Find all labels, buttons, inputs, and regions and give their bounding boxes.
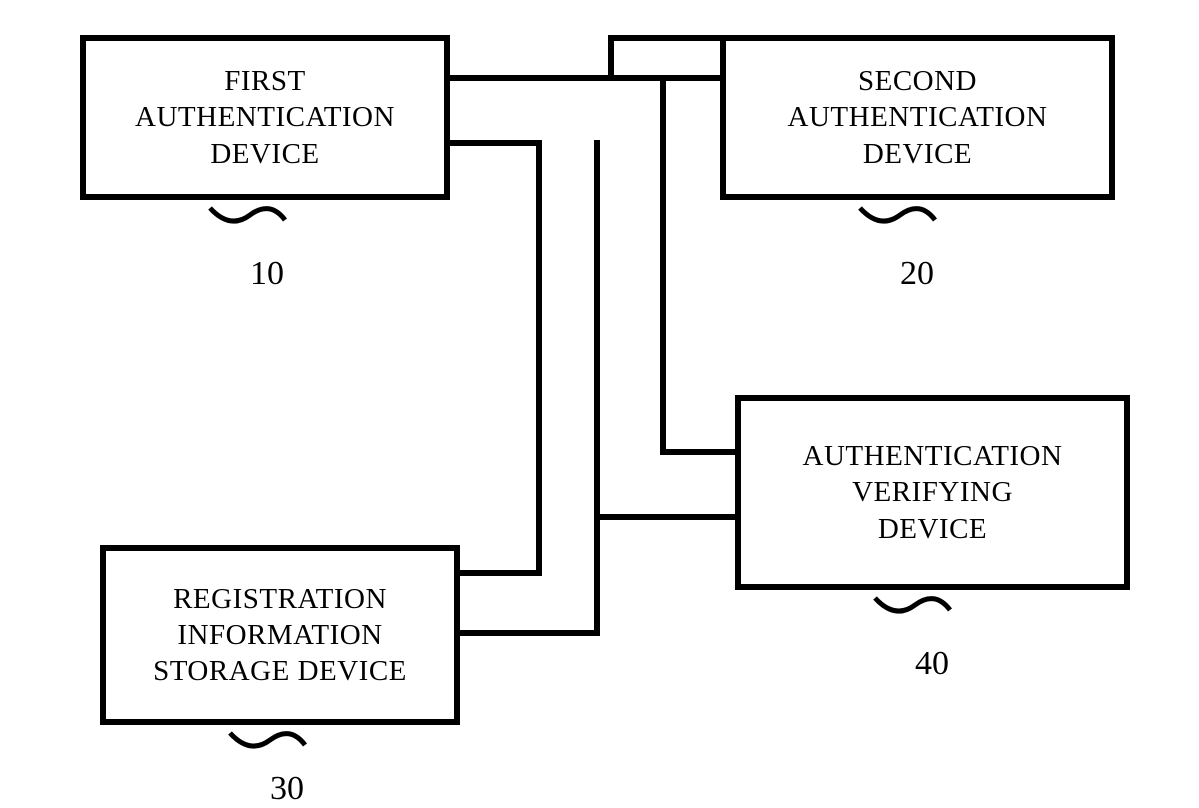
leader-curve xyxy=(205,200,290,240)
edge xyxy=(460,630,600,636)
block-diagram: FIRSTAUTHENTICATIONDEVICE 10 SECONDAUTHE… xyxy=(0,0,1199,805)
edge xyxy=(536,140,542,576)
ref-label-registration: 30 xyxy=(270,770,304,808)
edge xyxy=(660,449,735,455)
node-verifying-device: AUTHENTICATIONVERIFYINGDEVICE xyxy=(735,395,1130,590)
edge xyxy=(594,140,600,520)
edge xyxy=(450,140,542,146)
edge xyxy=(660,75,666,455)
ref-label-second-auth: 20 xyxy=(900,255,934,293)
ref-label-first-auth: 10 xyxy=(250,255,284,293)
leader-curve xyxy=(225,725,310,765)
edge xyxy=(608,35,614,81)
node-registration-storage-device: REGISTRATIONINFORMATIONSTORAGE DEVICE xyxy=(100,545,460,725)
leader-curve xyxy=(855,200,940,240)
node-second-auth-device: SECONDAUTHENTICATIONDEVICE xyxy=(720,35,1115,200)
edge xyxy=(608,35,720,41)
node-label: REGISTRATIONINFORMATIONSTORAGE DEVICE xyxy=(153,581,407,690)
edge xyxy=(594,514,735,520)
node-first-auth-device: FIRSTAUTHENTICATIONDEVICE xyxy=(80,35,450,200)
node-label: AUTHENTICATIONVERIFYINGDEVICE xyxy=(803,438,1063,547)
edge xyxy=(594,514,600,636)
node-label: SECONDAUTHENTICATIONDEVICE xyxy=(788,63,1048,172)
edge xyxy=(460,570,542,576)
node-label: FIRSTAUTHENTICATIONDEVICE xyxy=(135,63,395,172)
ref-label-verifying: 40 xyxy=(915,645,949,683)
leader-curve xyxy=(870,590,955,630)
edge xyxy=(450,75,720,81)
